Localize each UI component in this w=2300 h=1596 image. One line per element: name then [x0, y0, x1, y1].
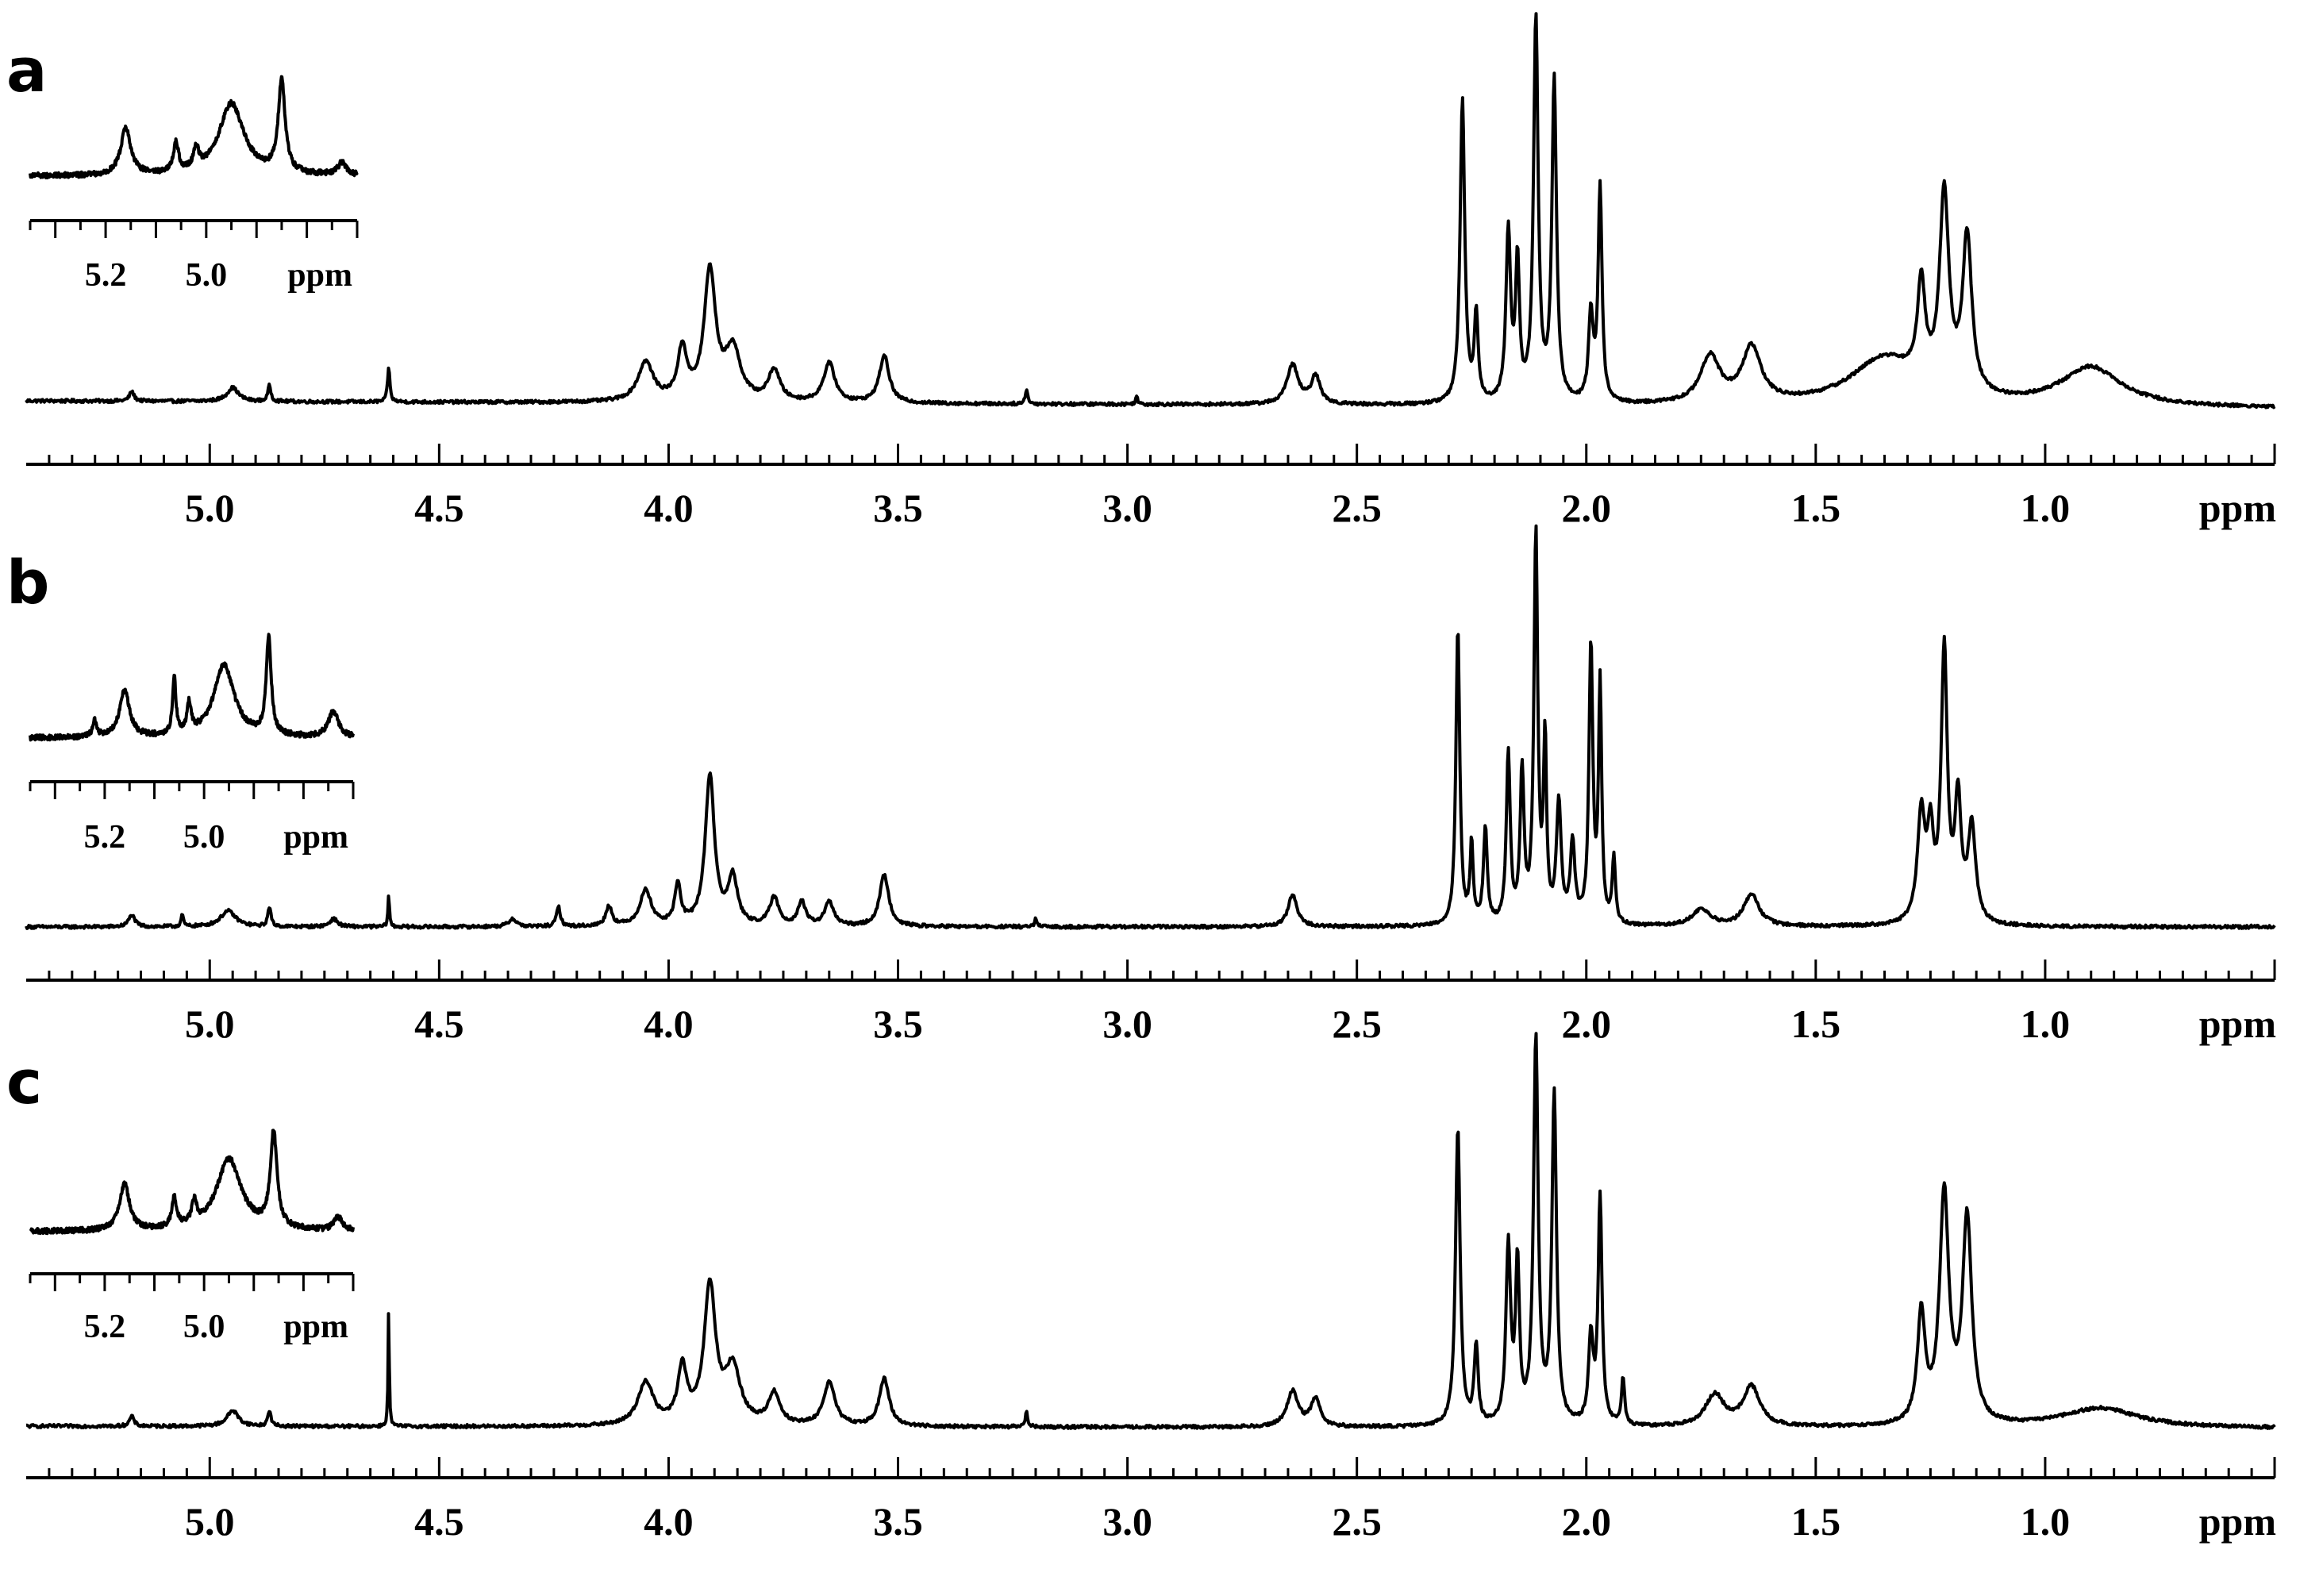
spectrum-line — [25, 12, 2276, 410]
inset-spectrum-line — [29, 75, 359, 179]
inset-tick-label: 5.0 — [183, 1309, 225, 1345]
inset-b: 5.2 5.0 ppm — [29, 633, 355, 856]
panel-c: c 5.0 4.5 4.0 3.5 3.0 2.5 2.0 1.5 1.0 ppm 5.2 5.0 ppm — [6, 1032, 2276, 1544]
tick-label: 1.0 — [2021, 1002, 2071, 1046]
tick-label: 4.5 — [414, 1002, 464, 1046]
tick-label: 5.0 — [185, 486, 235, 530]
tick-label: 2.5 — [1332, 1499, 1382, 1544]
spectrum-line — [25, 1032, 2276, 1430]
panel-b: b 5.0 4.5 4.0 3.5 3.0 2.5 2.0 1.5 1.0 ppm 5.2 5.0 ppm — [6, 524, 2276, 1046]
panel-a: a 5.0 4.5 4.0 3.5 3.0 2.5 2.0 1.5 1.0 ppm 5.2 5.0 ppm — [6, 12, 2276, 530]
tick-label: 4.0 — [644, 486, 694, 530]
tick-label: 5.0 — [185, 1499, 235, 1544]
inset-x-axis-label: ppm — [283, 1309, 348, 1345]
tick-label: 2.0 — [1562, 486, 1612, 530]
tick-label: 2.5 — [1332, 1002, 1382, 1046]
spectrum-line — [25, 524, 2276, 930]
tick-label: 3.5 — [873, 486, 923, 530]
tick-label: 3.0 — [1102, 486, 1152, 530]
tick-label: 1.5 — [1791, 1499, 1841, 1544]
tick-label: 2.0 — [1562, 1002, 1612, 1046]
panel-letter: b — [6, 547, 49, 617]
tick-label: 1.0 — [2021, 1499, 2071, 1544]
tick-label: 5.0 — [185, 1002, 235, 1046]
inset-tick-label: 5.2 — [84, 819, 126, 856]
inset-tick-label: 5.0 — [186, 257, 228, 294]
panel-letter: a — [6, 35, 47, 106]
x-axis-label: ppm — [2199, 1499, 2276, 1544]
tick-label: 2.5 — [1332, 486, 1382, 530]
tick-label: 1.0 — [2021, 486, 2071, 530]
inset-a: 5.2 5.0 ppm — [29, 75, 359, 294]
tick-label: 4.5 — [414, 1499, 464, 1544]
inset-spectrum-line — [29, 633, 355, 742]
inset-x-axis-label: ppm — [287, 257, 352, 294]
x-axis-label: ppm — [2199, 1002, 2276, 1046]
tick-label: 3.5 — [873, 1499, 923, 1544]
inset-spectrum-line — [29, 1129, 355, 1236]
inset-x-axis-label: ppm — [283, 819, 348, 856]
inset-tick-label: 5.2 — [85, 257, 127, 294]
tick-label: 2.0 — [1562, 1499, 1612, 1544]
inset-tick-label: 5.2 — [84, 1309, 126, 1345]
tick-label: 1.5 — [1791, 486, 1841, 530]
tick-label: 3.0 — [1102, 1002, 1152, 1046]
tick-label: 1.5 — [1791, 1002, 1841, 1046]
inset-c: 5.2 5.0 ppm — [29, 1129, 355, 1345]
tick-label: 3.5 — [873, 1002, 923, 1046]
panel-letter: c — [6, 1047, 42, 1117]
tick-label: 4.0 — [644, 1499, 694, 1544]
tick-label: 4.5 — [414, 486, 464, 530]
tick-label: 4.0 — [644, 1002, 694, 1046]
inset-tick-label: 5.0 — [183, 819, 225, 856]
tick-label: 3.0 — [1102, 1499, 1152, 1544]
x-axis-label: ppm — [2199, 486, 2276, 530]
